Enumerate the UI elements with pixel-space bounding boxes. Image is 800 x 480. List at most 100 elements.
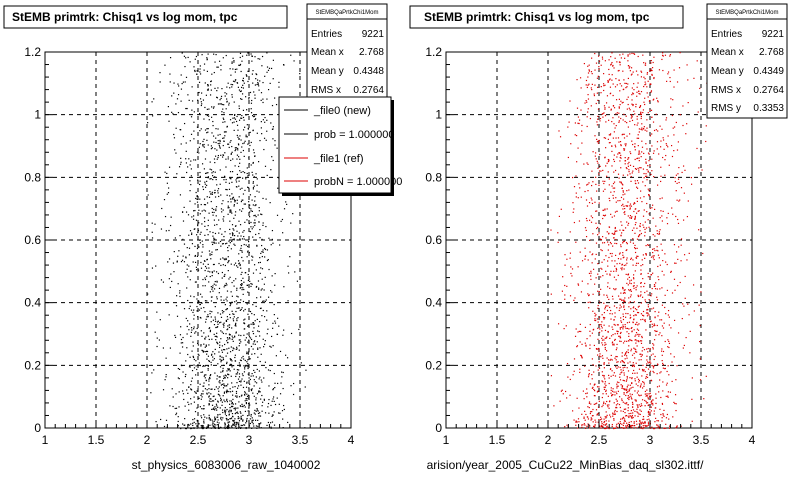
scatter-point xyxy=(249,383,251,385)
scatter-point xyxy=(617,137,620,139)
scatter-point xyxy=(666,263,668,266)
scatter-point xyxy=(573,186,576,188)
scatter-point xyxy=(239,162,241,164)
scatter-point xyxy=(618,98,620,100)
scatter-point xyxy=(591,83,593,85)
scatter-point xyxy=(175,305,178,307)
scatter-point xyxy=(652,217,654,219)
scatter-point xyxy=(182,371,184,373)
scatter-point xyxy=(246,361,248,363)
scatter-point xyxy=(262,249,264,251)
scatter-point xyxy=(646,86,648,88)
scatter-point xyxy=(633,422,635,424)
scatter-point xyxy=(281,376,283,378)
scatter-point xyxy=(227,421,229,423)
scatter-point xyxy=(212,235,214,237)
scatter-point xyxy=(221,359,223,361)
scatter-point xyxy=(177,367,179,370)
scatter-point xyxy=(299,73,301,75)
scatter-point xyxy=(622,299,624,301)
scatter-point xyxy=(257,81,259,84)
x-tick-label: 3 xyxy=(647,433,654,447)
scatter-point xyxy=(600,427,602,429)
scatter-point xyxy=(639,353,641,355)
scatter-point xyxy=(614,144,616,146)
scatter-point xyxy=(667,314,669,316)
scatter-point xyxy=(651,170,653,172)
scatter-point xyxy=(633,110,635,112)
scatter-point xyxy=(607,81,609,83)
scatter-point xyxy=(665,143,667,145)
scatter-point xyxy=(618,61,621,63)
scatter-point xyxy=(231,84,234,86)
scatter-point xyxy=(195,197,197,200)
scatter-point xyxy=(600,325,603,327)
scatter-point xyxy=(645,161,647,163)
scatter-point xyxy=(597,321,599,323)
scatter-point xyxy=(610,387,612,389)
scatter-point xyxy=(600,416,602,418)
scatter-point xyxy=(240,117,242,119)
scatter-point xyxy=(643,226,645,228)
scatter-point xyxy=(227,260,230,262)
scatter-point xyxy=(608,178,610,180)
scatter-point xyxy=(636,372,638,374)
scatter-point xyxy=(646,290,648,292)
scatter-point xyxy=(195,360,197,362)
scatter-point xyxy=(202,393,204,395)
scatter-point xyxy=(596,124,599,126)
scatter-point xyxy=(624,388,626,390)
scatter-point xyxy=(208,119,210,121)
scatter-point xyxy=(228,403,231,405)
scatter-point xyxy=(191,233,193,236)
scatter-point xyxy=(606,414,608,416)
scatter-point xyxy=(210,84,212,86)
scatter-point xyxy=(588,294,590,297)
scatter-point xyxy=(222,121,224,123)
scatter-point xyxy=(602,404,604,406)
scatter-point xyxy=(272,159,274,162)
scatter-point xyxy=(220,97,222,100)
scatter-point xyxy=(212,422,214,425)
scatter-point xyxy=(599,153,601,156)
scatter-point xyxy=(622,315,625,318)
scatter-point xyxy=(178,166,181,168)
scatter-point xyxy=(208,403,210,405)
scatter-point xyxy=(199,213,201,215)
scatter-point xyxy=(218,394,220,396)
scatter-point xyxy=(217,140,219,142)
scatter-point xyxy=(215,215,217,217)
scatter-point xyxy=(231,406,233,408)
scatter-point xyxy=(204,416,206,418)
scatter-point xyxy=(223,275,226,277)
scatter-point xyxy=(223,383,225,385)
scatter-point xyxy=(653,98,655,100)
scatter-point xyxy=(214,232,217,235)
scatter-point xyxy=(590,71,593,73)
scatter-point xyxy=(283,286,285,288)
scatter-point xyxy=(638,169,640,171)
scatter-point xyxy=(212,285,214,287)
scatter-point xyxy=(595,421,597,423)
scatter-point xyxy=(652,152,655,154)
scatter-point xyxy=(644,62,647,64)
scatter-point xyxy=(213,425,215,427)
scatter-point xyxy=(185,57,187,59)
scatter-point xyxy=(237,147,239,150)
scatter-point xyxy=(239,64,241,67)
scatter-point xyxy=(204,374,206,376)
scatter-point xyxy=(221,203,223,205)
scatter-point xyxy=(561,389,563,391)
scatter-point xyxy=(615,404,618,406)
scatter-point xyxy=(216,321,219,323)
scatter-point xyxy=(640,319,642,321)
scatter-point xyxy=(615,124,617,127)
scatter-point xyxy=(207,128,209,130)
scatter-point xyxy=(231,382,233,384)
scatter-point xyxy=(190,384,192,386)
scatter-point xyxy=(651,158,653,160)
scatter-point xyxy=(639,233,641,236)
scatter-point xyxy=(648,100,651,102)
scatter-point xyxy=(593,403,595,405)
scatter-point xyxy=(646,72,649,74)
